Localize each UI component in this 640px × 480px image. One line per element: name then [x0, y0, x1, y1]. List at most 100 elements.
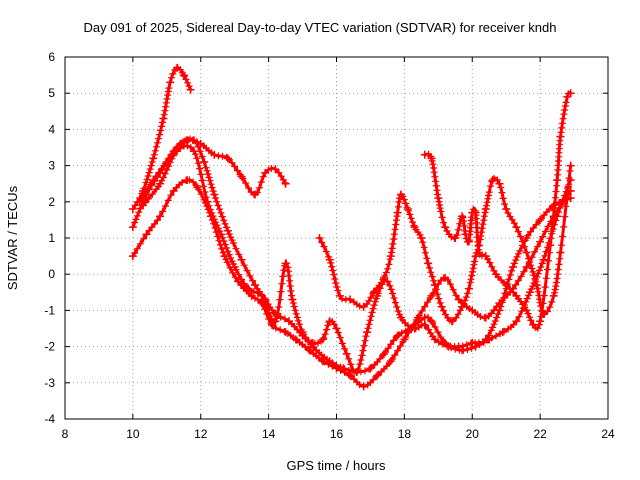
data-point	[369, 288, 378, 297]
x-tick-label: 10	[126, 427, 140, 441]
data-point	[485, 335, 494, 344]
data-point	[217, 230, 226, 239]
data-point	[169, 186, 178, 195]
data-point	[502, 281, 511, 290]
data-point	[156, 212, 165, 221]
data-point	[261, 168, 270, 177]
data-point	[179, 71, 188, 80]
data-point	[420, 150, 429, 159]
data-point	[359, 382, 368, 391]
data-point	[281, 259, 290, 268]
data-point	[335, 291, 344, 300]
x-axis-label: GPS time / hours	[287, 458, 386, 473]
data-point	[386, 357, 395, 366]
data-point	[403, 205, 412, 214]
data-point	[458, 302, 467, 311]
data-point	[498, 328, 507, 337]
data-point	[525, 288, 534, 297]
data-point	[512, 223, 521, 232]
series-track-1	[128, 63, 195, 214]
plot-frame	[64, 56, 609, 420]
data-point	[556, 132, 565, 141]
data-point	[461, 230, 470, 239]
data-point	[230, 262, 239, 271]
data-point	[318, 357, 327, 366]
data-point	[346, 295, 355, 304]
data-point	[396, 190, 405, 199]
data-point	[546, 241, 555, 250]
series-track-6	[315, 161, 575, 326]
data-point	[566, 89, 575, 98]
data-point	[366, 364, 375, 373]
data-point	[128, 205, 137, 214]
data-point	[203, 197, 212, 206]
data-point	[427, 291, 436, 300]
data-point	[522, 306, 531, 315]
data-point	[458, 212, 467, 221]
data-point	[189, 136, 198, 145]
data-point	[325, 317, 334, 326]
series-line	[141, 144, 573, 374]
data-point	[223, 226, 232, 235]
y-tick-label: -4	[44, 412, 55, 426]
series-track-5	[139, 142, 575, 376]
data-point	[430, 335, 439, 344]
data-point	[471, 208, 480, 217]
data-point	[539, 255, 548, 264]
y-tick-label: 4	[48, 122, 55, 136]
data-point	[139, 201, 148, 210]
series-markers	[131, 64, 195, 209]
data-point	[522, 248, 531, 257]
data-point	[251, 281, 260, 290]
series-markers	[141, 142, 575, 376]
data-point	[393, 331, 402, 340]
data-point	[156, 179, 165, 188]
y-tick-label: 5	[48, 86, 55, 100]
data-point	[400, 335, 409, 344]
data-point	[142, 230, 151, 239]
data-point	[536, 237, 545, 246]
data-point	[251, 190, 260, 199]
data-point	[149, 176, 158, 185]
data-point	[149, 154, 158, 163]
data-point	[234, 277, 243, 286]
data-point	[352, 367, 361, 376]
data-point	[281, 179, 290, 188]
data-point	[183, 176, 192, 185]
data-point	[393, 208, 402, 217]
data-point	[512, 317, 521, 326]
data-point	[315, 234, 324, 242]
data-point	[288, 295, 297, 304]
y-tick-label: -1	[44, 303, 55, 317]
data-point	[281, 328, 290, 337]
data-point	[420, 320, 429, 329]
series-track-7	[420, 89, 575, 332]
data-series	[128, 63, 575, 391]
series-markers	[318, 162, 575, 325]
data-point	[200, 157, 209, 166]
y-tick-label: 3	[48, 159, 55, 173]
data-point	[536, 317, 545, 326]
data-point	[284, 317, 293, 326]
data-point	[237, 172, 246, 181]
data-point	[512, 291, 521, 300]
data-point	[373, 371, 382, 380]
data-point	[471, 342, 480, 351]
data-point	[492, 270, 501, 279]
data-point	[359, 302, 368, 311]
data-point	[210, 190, 219, 199]
data-point	[420, 313, 429, 322]
data-point	[237, 255, 246, 264]
data-point	[363, 328, 372, 337]
data-point	[430, 281, 439, 290]
data-point	[451, 234, 460, 242]
data-point	[556, 248, 565, 257]
x-tick-label: 24	[601, 427, 615, 441]
data-point	[502, 205, 511, 214]
data-point	[532, 281, 541, 290]
data-point	[458, 346, 467, 355]
data-point	[441, 273, 450, 282]
data-point	[536, 215, 545, 224]
data-point	[549, 291, 558, 300]
